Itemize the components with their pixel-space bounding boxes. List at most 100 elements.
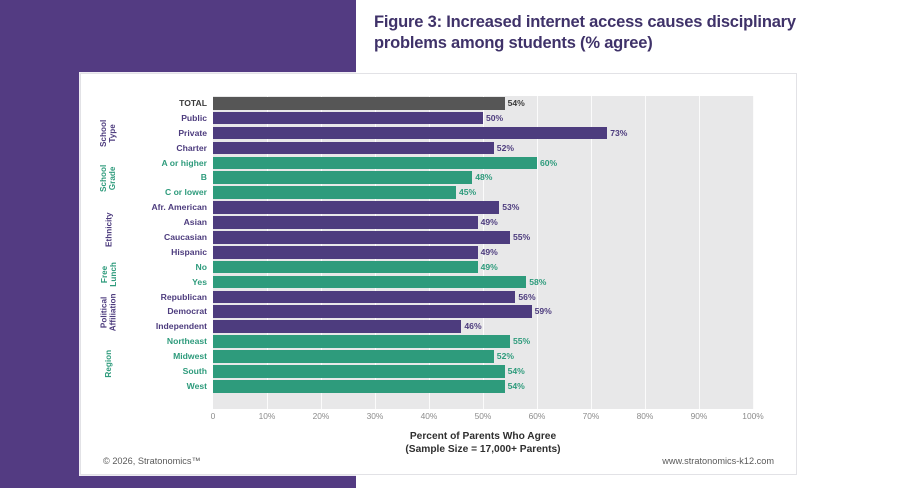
- bar-track: 54%: [213, 96, 753, 111]
- bar-value-label: 55%: [513, 232, 531, 243]
- bar-row: Caucasian 55%: [81, 230, 753, 245]
- x-tick-label: 10%: [258, 411, 276, 421]
- x-tick-label: 90%: [690, 411, 708, 421]
- category-label: TOTAL: [179, 98, 207, 108]
- x-tick-label: 80%: [636, 411, 654, 421]
- bar[interactable]: [213, 365, 505, 378]
- bar-value-label: 49%: [480, 261, 498, 272]
- bar-track: 54%: [213, 364, 753, 379]
- bar[interactable]: [213, 141, 494, 155]
- bar-row: C or lower 45%: [81, 185, 753, 200]
- bar[interactable]: [213, 231, 510, 244]
- bar[interactable]: [213, 111, 483, 125]
- website-link[interactable]: www.stratonomics-k12.com: [662, 456, 774, 466]
- bar-value-label: 54%: [507, 366, 525, 377]
- category-label: A or higher: [161, 157, 207, 168]
- bar-value-label: 60%: [540, 157, 558, 168]
- gridline-60: [537, 96, 538, 409]
- category-label: Democrat: [167, 306, 207, 317]
- bar-row: Private 73%: [81, 126, 753, 141]
- bar[interactable]: [213, 379, 505, 393]
- bar-row: Afr. American 53%: [81, 200, 753, 215]
- bar-row: West 54%: [81, 379, 753, 394]
- x-tick-label: 70%: [582, 411, 600, 421]
- bar-value-label: 56%: [518, 291, 536, 302]
- bar[interactable]: [213, 216, 478, 229]
- bar-track: 53%: [213, 200, 753, 215]
- x-tick-label: 20%: [312, 411, 330, 421]
- category-label: Asian: [183, 217, 207, 228]
- category-label: Independent: [155, 321, 207, 332]
- gridline-100: [753, 96, 754, 409]
- bar-value-label: 52%: [496, 351, 514, 362]
- category-label: Northeast: [166, 336, 207, 347]
- bar-row: South 54%: [81, 364, 753, 379]
- bar-value-label: 55%: [513, 336, 531, 347]
- bar[interactable]: [213, 245, 478, 259]
- category-label: B: [200, 172, 207, 183]
- bar[interactable]: [213, 97, 505, 110]
- x-axis-title-line1: Percent of Parents Who Agree: [409, 431, 557, 442]
- bar-value-label: 58%: [529, 276, 547, 287]
- category-label: No: [195, 261, 207, 272]
- bar-row: TOTAL 54%: [81, 96, 753, 111]
- category-label: Republican: [160, 291, 207, 302]
- bar[interactable]: [213, 290, 516, 304]
- bar-value-label: 54%: [507, 98, 525, 108]
- bar[interactable]: [213, 350, 494, 363]
- bar-track: 49%: [213, 260, 753, 275]
- gridline-70: [591, 96, 592, 409]
- bar-value-label: 50%: [486, 112, 504, 123]
- x-tick-label: 50%: [474, 411, 492, 421]
- category-label: Charter: [176, 142, 207, 153]
- bar-value-label: 54%: [507, 380, 525, 391]
- category-label: Public: [181, 112, 207, 123]
- bar-row: Republican 56%: [81, 290, 753, 305]
- bar[interactable]: [213, 320, 462, 333]
- bar-track: 48%: [213, 170, 753, 185]
- gridline-50: [483, 96, 484, 409]
- bar-rows: TOTAL 54% Public 50% Private 73% Charter 52% A o…: [81, 96, 753, 409]
- bar-row: B 48%: [81, 170, 753, 185]
- bar-value-label: 48%: [475, 172, 493, 183]
- copyright-text: © 2026, Stratonomics™: [103, 456, 201, 466]
- bar-value-label: 45%: [459, 187, 477, 198]
- bar-track: 50%: [213, 111, 753, 126]
- bar-row: No 49%: [81, 260, 753, 275]
- x-tick-label: 30%: [366, 411, 384, 421]
- x-axis-ticks: 0 10% 20% 30% 40% 50% 60% 70% 80% 90% 100%: [210, 411, 764, 425]
- gridline-90: [699, 96, 700, 409]
- bar[interactable]: [213, 126, 608, 140]
- bar-row: Northeast 55%: [81, 334, 753, 349]
- bar-track: 60%: [213, 156, 753, 171]
- bar-value-label: 52%: [496, 142, 514, 153]
- category-label: Caucasian: [164, 232, 207, 243]
- x-tick-label: 0: [210, 411, 216, 421]
- x-tick-label: 60%: [528, 411, 546, 421]
- category-label: Yes: [192, 276, 207, 287]
- bar[interactable]: [213, 305, 532, 319]
- category-label: Afr. American: [151, 202, 207, 213]
- bar-track: 73%: [213, 126, 753, 141]
- bar-track: 54%: [213, 379, 753, 394]
- category-label: C or lower: [164, 187, 207, 198]
- x-tick-label: 100%: [742, 411, 764, 421]
- bar-row: Yes 58%: [81, 275, 753, 290]
- bar[interactable]: [213, 275, 527, 289]
- bar-value-label: 59%: [534, 306, 552, 317]
- bar-value-label: 49%: [480, 246, 498, 257]
- bar[interactable]: [213, 201, 500, 214]
- bar[interactable]: [213, 186, 456, 199]
- bar-row: A or higher 60%: [81, 156, 753, 171]
- bar[interactable]: [213, 171, 473, 185]
- bar-track: 55%: [213, 230, 753, 245]
- category-label: Midwest: [173, 351, 207, 362]
- bar[interactable]: [213, 335, 510, 348]
- category-label: Private: [178, 127, 207, 138]
- bar-value-label: 49%: [480, 217, 498, 228]
- bar-row: Charter 52%: [81, 141, 753, 156]
- bar-row: Public 50%: [81, 111, 753, 126]
- bar[interactable]: [213, 156, 537, 170]
- bar[interactable]: [213, 260, 478, 274]
- bar-track: 49%: [213, 245, 753, 260]
